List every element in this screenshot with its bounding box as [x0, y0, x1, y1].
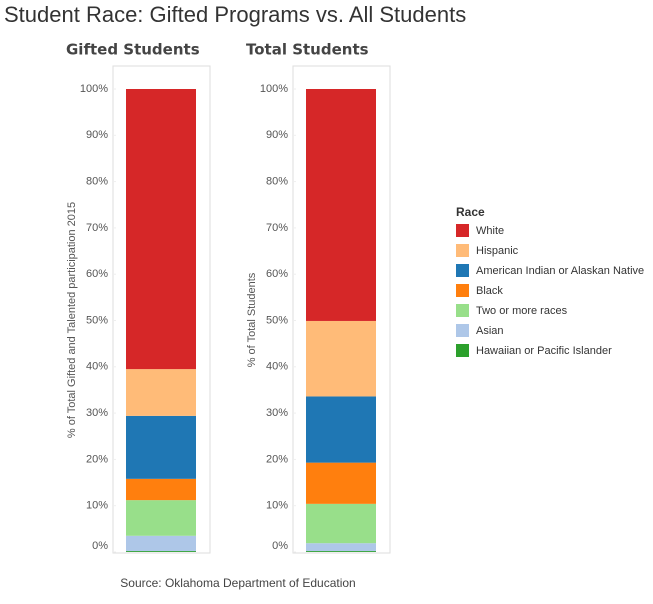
- y-tick-label: 0%: [92, 540, 108, 552]
- legend-label: Hawaiian or Pacific Islander: [476, 345, 612, 357]
- bar-segment: [126, 478, 196, 501]
- legend-label: Hispanic: [476, 245, 519, 257]
- panel-frame: [292, 65, 391, 554]
- y-tick-label: 20%: [266, 453, 288, 465]
- legend-swatch: [456, 344, 469, 357]
- legend-title: Race: [456, 205, 485, 219]
- legend-label: American Indian or Alaskan Native: [476, 265, 644, 277]
- y-tick-label: 30%: [86, 407, 108, 419]
- legend-swatch: [456, 264, 469, 277]
- y-axis-label: % of Total Students: [246, 272, 258, 367]
- bar-segment: [126, 89, 196, 370]
- legend-swatch: [456, 324, 469, 337]
- y-tick-label: 60%: [266, 268, 288, 280]
- bar-segment: [306, 89, 376, 321]
- y-tick-label: 40%: [86, 361, 108, 373]
- y-tick-label: 50%: [266, 314, 288, 326]
- legend-swatch: [456, 244, 469, 257]
- bar-segment: [126, 500, 196, 536]
- y-tick-label: 20%: [86, 453, 108, 465]
- y-tick-label: 90%: [86, 129, 108, 141]
- bar-segment: [306, 462, 376, 504]
- bar-segment: [126, 415, 196, 479]
- y-tick-label: 80%: [86, 176, 108, 188]
- source: Source: Oklahoma Department of Education: [120, 576, 355, 590]
- legend-label: White: [476, 225, 504, 237]
- y-tick-label: 40%: [266, 361, 288, 373]
- bar-segment: [306, 543, 376, 552]
- y-tick-label: 60%: [86, 268, 108, 280]
- legend-swatch: [456, 224, 469, 237]
- bar-segment: [306, 396, 376, 463]
- bar-segment: [306, 551, 376, 552]
- chart-title: Gifted Students: [66, 41, 200, 59]
- bar-segment: [306, 503, 376, 544]
- y-tick-label: 70%: [86, 222, 108, 234]
- bar-segment: [126, 551, 196, 552]
- y-tick-label: 50%: [86, 314, 108, 326]
- chart-title: Total Students: [246, 41, 369, 59]
- bar-segment: [126, 535, 196, 552]
- y-tick-label: 10%: [86, 500, 108, 512]
- y-tick-label: 100%: [260, 83, 288, 95]
- y-tick-label: 30%: [266, 407, 288, 419]
- y-tick-label: 10%: [266, 500, 288, 512]
- legend-label: Asian: [476, 325, 504, 337]
- bar-segment: [126, 369, 196, 416]
- legend-label: Black: [476, 285, 503, 297]
- y-axis-label: % of Total Gifted and Talented participa…: [66, 202, 78, 438]
- legend-swatch: [456, 284, 469, 297]
- y-tick-label: 70%: [266, 222, 288, 234]
- panel-frame: [112, 65, 211, 554]
- legend-label: Two or more races: [476, 305, 568, 317]
- y-tick-label: 100%: [80, 83, 108, 95]
- y-tick-label: 0%: [272, 540, 288, 552]
- y-tick-label: 80%: [266, 176, 288, 188]
- page-title: Student Race: Gifted Programs vs. All St…: [4, 2, 466, 27]
- y-tick-label: 90%: [266, 129, 288, 141]
- legend-swatch: [456, 304, 469, 317]
- bar-segment: [306, 320, 376, 397]
